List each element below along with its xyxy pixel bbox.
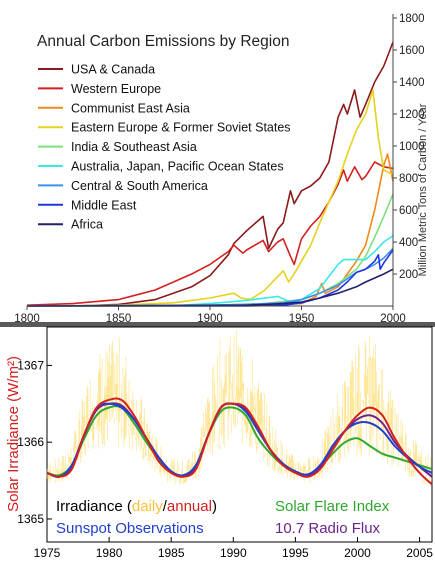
bottom-x-tick-label: 1990: [220, 546, 247, 560]
legend-label-3: Eastern Europe & Former Soviet States: [71, 121, 291, 135]
series-line-1: [26, 161, 394, 306]
bottom-x-tick-label: 1995: [282, 546, 309, 560]
solar-irradiance-chart: 1975 1980 1985 1990 1995 2000 2005 1365 1366 136…: [0, 326, 435, 563]
legend-slash: /: [163, 498, 168, 515]
legend-label-1: Western Europe: [71, 82, 161, 96]
legend-label-8: Africa: [71, 218, 103, 232]
series-line-0: [26, 41, 394, 307]
legend-irradiance-label: Irradiance: [56, 498, 123, 515]
top-chart-title: Annual Carbon Emissions by Region: [37, 33, 289, 50]
legend-irradiance: Irradiance (daily/annual): [56, 498, 217, 515]
carbon-emissions-chart: 1800 1850 1900 1950 2000 2004006008001000120…: [0, 0, 435, 325]
bottom-x-tick-label: 1985: [158, 546, 185, 560]
bottom-y-tick-label: 1366: [17, 435, 44, 449]
legend-label-6: Central & South America: [71, 179, 208, 193]
series-line-7: [27, 249, 394, 307]
top-y-tick-label: 200: [399, 269, 418, 281]
top-y-tick-label: 600: [399, 205, 418, 217]
top-y-tick-label: 1400: [399, 77, 425, 89]
legend-label-0: USA & Canada: [71, 63, 155, 77]
top-y-tick-label: 1000: [399, 141, 425, 153]
bottom-plot-frame: [46, 326, 433, 543]
legend-label-2: Communist East Asia: [71, 101, 190, 115]
irradiance-series-line-2: [46, 405, 433, 477]
irradiance-series-line-0: [46, 397, 433, 486]
top-y-tick-label: 800: [399, 173, 418, 185]
top-y-tick-label: 1200: [399, 109, 425, 121]
legend-label-5: Australia, Japan, Pacific Ocean States: [71, 160, 284, 174]
bottom-y-tick-label: 1367: [17, 358, 44, 372]
top-y-axis-label: Million Metric Tons of Carbon / Year: [417, 103, 429, 276]
bottom-x-tick-label: 2000: [344, 546, 371, 560]
series-line-5: [26, 234, 394, 307]
panel-divider: [0, 322, 435, 327]
legend-radio-label: 10.7 Radio Flux: [275, 520, 381, 537]
bottom-x-tick-label: 1975: [34, 546, 61, 560]
legend-daily-label: daily: [132, 498, 163, 515]
series-line-8: [26, 268, 394, 307]
irradiance-series-line-1: [46, 402, 433, 478]
series-line-3: [26, 89, 394, 307]
bottom-y-tick-label: 1365: [17, 512, 44, 526]
legend-label-7: Middle East: [71, 198, 137, 212]
top-y-tick-label: 1800: [399, 13, 425, 25]
bottom-x-tick-label: 2005: [406, 546, 433, 560]
bottom-y-axis-label: Solar Irradiance (W/m²): [5, 356, 22, 512]
legend-sunspot-label: Sunspot Observations: [56, 520, 204, 537]
top-y-tick-label: 1600: [399, 45, 425, 57]
bottom-x-tick-label: 1980: [96, 546, 123, 560]
legend-annual-label: annual: [167, 498, 212, 515]
top-panel-background: [0, 0, 435, 322]
legend-flare-label: Solar Flare Index: [275, 498, 390, 515]
legend-label-4: India & Southeast Asia: [71, 140, 197, 154]
top-y-tick-label: 400: [399, 237, 418, 249]
